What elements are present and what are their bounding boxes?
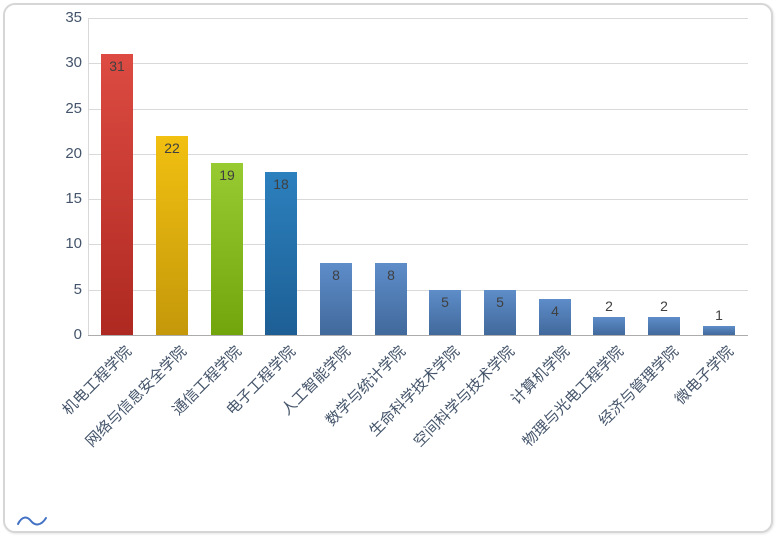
y-axis-tick-label: 30	[65, 54, 82, 71]
bar	[703, 326, 735, 335]
gridline	[88, 154, 748, 155]
y-axis-tick-label: 0	[73, 326, 82, 343]
bar	[593, 317, 625, 335]
bar-value-label: 8	[332, 267, 340, 283]
bar-value-label: 19	[219, 167, 235, 183]
bar-value-label: 18	[273, 176, 289, 192]
bar	[484, 290, 516, 335]
gridline	[88, 199, 748, 200]
gridline	[88, 109, 748, 110]
y-axis-tick-label: 35	[65, 9, 82, 26]
bar-value-label: 1	[715, 307, 723, 323]
bar	[211, 163, 243, 335]
gridline	[88, 290, 748, 291]
bar-value-label: 8	[387, 267, 395, 283]
bar-value-label: 5	[441, 294, 449, 310]
corner-scribble-mark	[17, 516, 47, 526]
bar	[429, 290, 461, 335]
bar	[320, 263, 352, 335]
bar	[375, 263, 407, 335]
bar-value-label: 2	[605, 298, 613, 314]
bar-value-label: 2	[660, 298, 668, 314]
x-axis-line	[88, 335, 748, 336]
bar-value-label: 5	[496, 294, 504, 310]
y-axis-tick-label: 15	[65, 190, 82, 207]
y-axis-tick-label: 10	[65, 235, 82, 252]
gridline	[88, 244, 748, 245]
bar	[265, 172, 297, 335]
gridline	[88, 18, 748, 19]
y-axis-tick-label: 25	[65, 100, 82, 117]
bar-value-label: 4	[551, 303, 559, 319]
y-axis-line	[88, 18, 89, 335]
bar	[156, 136, 188, 335]
gridline	[88, 63, 748, 64]
bar-value-label: 22	[164, 140, 180, 156]
corner-scribble-path	[17, 516, 47, 526]
y-axis-tick-label: 20	[65, 145, 82, 162]
bar	[101, 54, 133, 335]
bar-value-label: 31	[109, 58, 125, 74]
y-axis-tick-label: 5	[73, 281, 82, 298]
bar	[539, 299, 571, 335]
bar	[648, 317, 680, 335]
